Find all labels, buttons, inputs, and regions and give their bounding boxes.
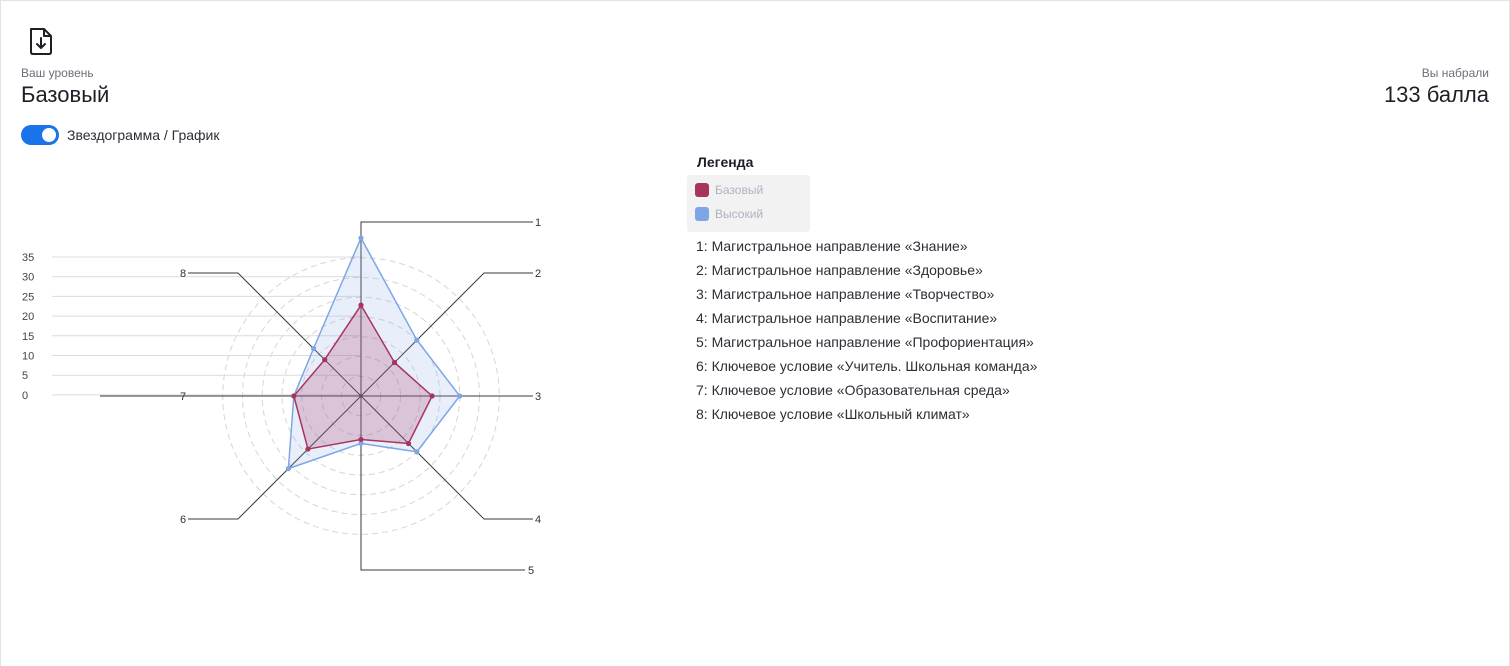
data-point-high: [414, 449, 420, 455]
data-point-high: [358, 235, 364, 241]
level-value: Базовый: [21, 82, 110, 107]
chart-mode-toggle[interactable]: [21, 125, 59, 145]
axis-leader-line: [188, 395, 362, 520]
axis-leader-line: [360, 221, 533, 396]
axis-description-list: 1: Магистральное направление «Знание» 2:…: [696, 234, 1037, 426]
axis-label: 3: [535, 391, 541, 403]
legend-swatch-base: [695, 183, 709, 197]
data-point-base: [405, 440, 412, 447]
legend-label-high: Высокий: [715, 207, 764, 221]
axis-description-item: 1: Магистральное направление «Знание»: [696, 238, 968, 254]
scale-tick-label: 30: [22, 272, 34, 284]
legend-swatch-high: [695, 207, 709, 221]
score-value: 133 балла: [1383, 82, 1489, 107]
axis-label: 1: [535, 217, 541, 229]
legend-label-base: Базовый: [715, 183, 764, 197]
data-point-base: [358, 302, 364, 308]
data-point-base: [322, 357, 328, 363]
axis-leader-line: [360, 272, 533, 397]
axis-label: 2: [535, 268, 541, 280]
data-point-base: [391, 359, 398, 366]
file-download-icon[interactable]: [27, 26, 55, 56]
scale-tick-label: 0: [22, 390, 28, 402]
axis-description-item: 2: Магистральное направление «Здоровье»: [696, 262, 983, 278]
data-point-base: [305, 446, 311, 452]
scale-tick-label: 20: [22, 311, 34, 323]
chart-mode-switch: Звездограмма / График: [21, 125, 220, 145]
scale-tick-label: 15: [22, 331, 34, 343]
data-point-high: [358, 440, 364, 446]
score-caption: Вы набрали: [1421, 66, 1489, 80]
axis-label: 7: [180, 391, 186, 403]
axis-description-item: 4: Магистральное направление «Воспитание…: [696, 310, 998, 326]
axis-description-item: 7: Ключевое условие «Образовательная сре…: [696, 382, 1010, 398]
data-point-base: [358, 436, 364, 443]
toggle-knob: [42, 128, 56, 142]
axis-leader-line: [360, 395, 533, 520]
toggle-label: Звездограмма / График: [67, 127, 220, 143]
radar-chart: 35 30 25 20 15 10 5 0 1 2 3 4 5 6 7 8: [22, 217, 541, 577]
axis-label: 6: [180, 514, 186, 526]
scale-tick-label: 10: [22, 351, 34, 363]
axis-label: 8: [180, 268, 186, 280]
legend-series-box: Базовый Высокий: [687, 175, 810, 232]
data-point-high: [457, 393, 463, 399]
axis-leader-line: [360, 396, 525, 571]
data-point-high: [310, 345, 317, 352]
axis-label: 4: [535, 514, 541, 526]
series-area-base: [293, 303, 434, 450]
axis-description-item: 3: Магистральное направление «Творчество…: [696, 286, 995, 302]
axis-description-item: 8: Ключевое условие «Школьный климат»: [696, 406, 970, 422]
data-point-high: [414, 337, 420, 343]
axis-description-item: 5: Магистральное направление «Профориент…: [696, 334, 1034, 350]
legend-title: Легенда: [697, 154, 754, 170]
legend-item-high[interactable]: Высокий: [695, 207, 763, 221]
axis-label: 5: [528, 565, 534, 577]
data-point-base: [291, 393, 297, 399]
scale-tick-label: 5: [22, 370, 28, 382]
scale-tick-label: 25: [22, 291, 34, 303]
data-point-high: [285, 466, 291, 472]
data-point-base: [429, 393, 435, 399]
axis-description-item: 6: Ключевое условие «Учитель. Школьная к…: [696, 358, 1038, 374]
legend-item-base[interactable]: Базовый: [695, 183, 763, 197]
scale-tick-label: 35: [22, 252, 34, 264]
axis-leader-line: [188, 272, 362, 397]
level-caption: Ваш уровень: [21, 66, 94, 80]
